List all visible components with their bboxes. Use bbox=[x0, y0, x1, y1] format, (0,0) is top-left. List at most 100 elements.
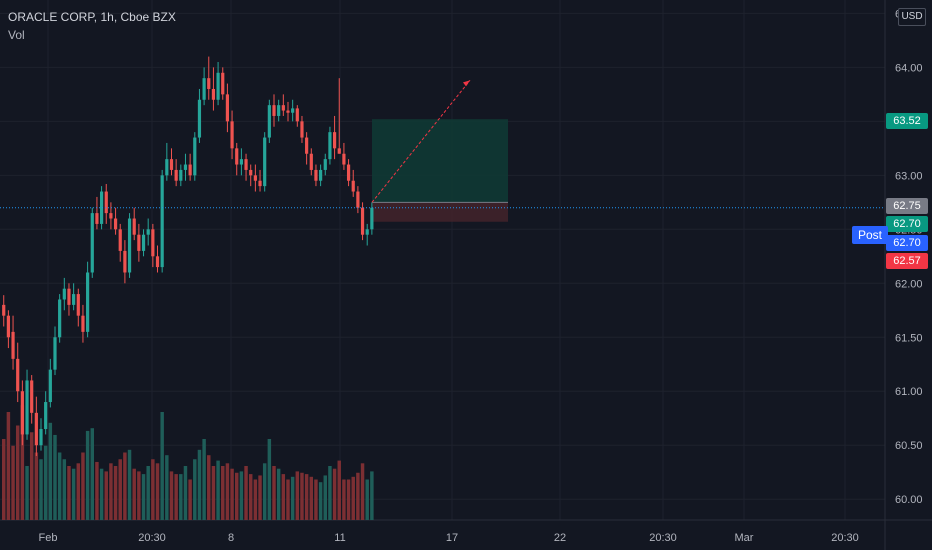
candle-body bbox=[202, 78, 206, 100]
volume-bar bbox=[15, 425, 20, 520]
volume-bar bbox=[39, 459, 43, 520]
post-market-label: Post bbox=[852, 226, 889, 244]
volume-bar bbox=[165, 455, 169, 520]
candle-body bbox=[104, 191, 108, 214]
volume-bar bbox=[207, 455, 211, 520]
volume-bar bbox=[71, 468, 76, 520]
candle-body bbox=[305, 137, 309, 154]
candle-body bbox=[44, 402, 48, 430]
candle-body bbox=[360, 207, 365, 235]
candle-body bbox=[193, 137, 197, 176]
volume-bar bbox=[244, 466, 248, 520]
volume-bar bbox=[318, 482, 323, 520]
chart-legend: ORACLE CORP, 1h, Cboe BZX Vol bbox=[8, 8, 176, 44]
candle-body bbox=[281, 105, 285, 111]
candle-body bbox=[127, 218, 132, 273]
y-tick-label: 60.00 bbox=[895, 494, 923, 506]
volume-bar bbox=[34, 452, 39, 520]
volume-bar bbox=[6, 412, 11, 520]
y-tick-label: 63.00 bbox=[895, 170, 923, 182]
volume-bar bbox=[169, 471, 174, 520]
candle-body bbox=[34, 412, 38, 446]
volume-bar bbox=[11, 445, 15, 520]
candle-body bbox=[235, 148, 239, 165]
candle-body bbox=[328, 132, 332, 160]
forecast-arrow bbox=[371, 80, 471, 203]
y-tick-label: 60.50 bbox=[895, 440, 923, 452]
candle-body bbox=[141, 234, 146, 251]
candle-body bbox=[244, 159, 248, 170]
candle-body bbox=[207, 78, 211, 89]
volume-bar bbox=[48, 422, 53, 520]
candle-body bbox=[123, 250, 127, 273]
candle-body bbox=[169, 159, 174, 170]
target-zone bbox=[372, 119, 508, 203]
volume-bar bbox=[346, 479, 351, 520]
volume-bar bbox=[127, 449, 132, 520]
candle-body bbox=[76, 294, 80, 316]
volume-bar bbox=[314, 479, 318, 520]
candle-body bbox=[351, 180, 355, 192]
candle-body bbox=[146, 229, 150, 235]
candle-body bbox=[174, 169, 178, 181]
candle-body bbox=[300, 121, 304, 138]
volume-bar bbox=[370, 471, 374, 520]
volume-bar bbox=[267, 439, 272, 520]
candle-body bbox=[309, 153, 313, 170]
volume-label: Vol bbox=[8, 28, 25, 42]
candle-body bbox=[197, 99, 202, 138]
candle-body bbox=[16, 358, 20, 392]
forecast-arrowhead bbox=[463, 80, 470, 87]
candle-body bbox=[323, 159, 327, 170]
price-tag: 62.70 bbox=[886, 235, 928, 251]
candle-body bbox=[151, 229, 155, 257]
candle-body bbox=[155, 256, 160, 268]
currency-badge[interactable]: USD bbox=[898, 8, 926, 26]
symbol-title: ORACLE CORP, 1h, Cboe BZX bbox=[8, 10, 176, 24]
volume-bar bbox=[109, 463, 113, 520]
volume-bar bbox=[230, 468, 234, 520]
candle-body bbox=[99, 191, 104, 224]
volume-bar bbox=[2, 439, 6, 520]
volume-bar bbox=[104, 471, 108, 520]
volume-bar bbox=[309, 476, 314, 520]
volume-bar bbox=[258, 475, 262, 520]
candle-body bbox=[258, 180, 262, 187]
x-tick-label: 20:30 bbox=[831, 532, 859, 544]
candle-body bbox=[253, 175, 257, 181]
candle-body bbox=[272, 105, 276, 116]
volume-bar bbox=[29, 432, 34, 520]
candle-body bbox=[346, 164, 351, 181]
candle-body bbox=[160, 175, 164, 268]
volume-bar bbox=[281, 474, 286, 520]
y-tick-label: 61.50 bbox=[895, 332, 923, 344]
volume-bar bbox=[202, 439, 206, 520]
candle-body bbox=[113, 218, 118, 230]
candle-body bbox=[188, 164, 192, 176]
volume-bar bbox=[183, 466, 188, 520]
candle-body bbox=[165, 159, 169, 176]
volume-bar bbox=[328, 466, 332, 520]
volume-bar bbox=[272, 466, 276, 520]
candle-body bbox=[365, 229, 369, 235]
candle-body bbox=[225, 94, 230, 122]
volume-bar bbox=[137, 471, 141, 520]
volume-bar bbox=[151, 459, 155, 520]
volume-bar bbox=[300, 472, 304, 520]
volume-bar bbox=[193, 459, 197, 520]
volume-bar bbox=[211, 466, 216, 520]
x-tick-label: 11 bbox=[334, 532, 345, 544]
volume-bar bbox=[286, 479, 290, 520]
volume-bar bbox=[225, 463, 230, 520]
volume-bar bbox=[253, 479, 258, 520]
candle-body bbox=[2, 304, 6, 316]
volume-bar bbox=[351, 476, 355, 520]
candle-body bbox=[132, 218, 136, 235]
volume-bar bbox=[132, 468, 136, 520]
volume-bar bbox=[155, 463, 160, 520]
candle-body bbox=[277, 105, 281, 116]
candle-body bbox=[179, 169, 183, 181]
volume-bar bbox=[67, 466, 71, 520]
